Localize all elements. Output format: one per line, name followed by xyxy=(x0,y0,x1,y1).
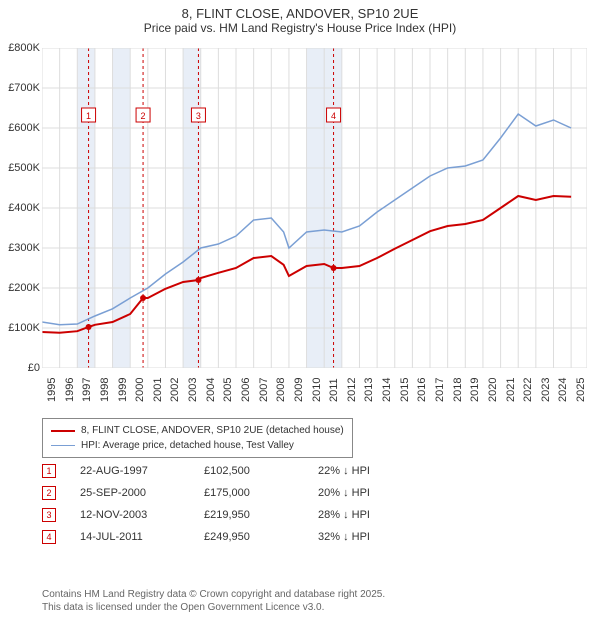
x-tick-label: 2013 xyxy=(363,378,375,402)
sale-row: 1 22-AUG-1997 £102,500 22% ↓ HPI xyxy=(42,460,408,482)
x-tick-label: 2007 xyxy=(258,378,270,402)
sale-date: 14-JUL-2011 xyxy=(80,531,180,543)
sale-price: £102,500 xyxy=(204,465,294,477)
x-tick-label: 2024 xyxy=(557,378,569,402)
x-tick-label: 2016 xyxy=(416,378,428,402)
svg-text:4: 4 xyxy=(331,111,336,121)
x-tick-label: 2004 xyxy=(205,378,217,402)
x-tick-label: 2009 xyxy=(293,378,305,402)
x-tick-label: 2003 xyxy=(187,378,199,402)
sale-marker-number: 1 xyxy=(42,464,56,478)
x-tick-label: 2012 xyxy=(346,378,358,402)
chart-svg: 1 2 3 4 xyxy=(42,48,587,368)
x-tick-label: 1996 xyxy=(64,378,76,402)
x-tick-label: 2001 xyxy=(152,378,164,402)
sale-hpi-delta: 28% ↓ HPI xyxy=(318,509,408,521)
y-tick-label: £600K xyxy=(0,122,40,134)
x-tick-label: 2020 xyxy=(487,378,499,402)
sale-marker-number: 3 xyxy=(42,508,56,522)
x-tick-label: 2000 xyxy=(134,378,146,402)
sale-price: £249,950 xyxy=(204,531,294,543)
x-tick-label: 2022 xyxy=(522,378,534,402)
sale-row: 2 25-SEP-2000 £175,000 20% ↓ HPI xyxy=(42,482,408,504)
y-tick-label: £400K xyxy=(0,202,40,214)
y-tick-label: £700K xyxy=(0,82,40,94)
x-tick-label: 2008 xyxy=(275,378,287,402)
sales-table: 1 22-AUG-1997 £102,500 22% ↓ HPI 2 25-SEP-200… xyxy=(42,460,408,548)
x-tick-label: 1998 xyxy=(99,378,111,402)
sale-marker-number: 2 xyxy=(42,486,56,500)
y-tick-label: £200K xyxy=(0,282,40,294)
sale-price: £219,950 xyxy=(204,509,294,521)
x-tick-label: 2002 xyxy=(169,378,181,402)
y-tick-label: £500K xyxy=(0,162,40,174)
footer-line2: This data is licensed under the Open Gov… xyxy=(42,601,385,614)
legend-swatch xyxy=(51,430,75,432)
sale-price: £175,000 xyxy=(204,487,294,499)
x-tick-label: 2011 xyxy=(328,378,340,402)
sale-hpi-delta: 32% ↓ HPI xyxy=(318,531,408,543)
legend-label: HPI: Average price, detached house, Test… xyxy=(81,438,294,453)
legend-label: 8, FLINT CLOSE, ANDOVER, SP10 2UE (detac… xyxy=(81,423,344,438)
x-tick-label: 1997 xyxy=(81,378,93,402)
svg-text:3: 3 xyxy=(196,111,201,121)
x-tick-label: 2017 xyxy=(434,378,446,402)
sale-row: 4 14-JUL-2011 £249,950 32% ↓ HPI xyxy=(42,526,408,548)
footer-line1: Contains HM Land Registry data © Crown c… xyxy=(42,588,385,601)
sale-row: 3 12-NOV-2003 £219,950 28% ↓ HPI xyxy=(42,504,408,526)
chart-plot-area: 1 2 3 4 xyxy=(42,48,587,368)
y-tick-label: £0 xyxy=(0,362,40,374)
x-tick-label: 2025 xyxy=(575,378,587,402)
y-tick-label: £100K xyxy=(0,322,40,334)
x-tick-label: 2018 xyxy=(452,378,464,402)
y-tick-label: £300K xyxy=(0,242,40,254)
svg-text:2: 2 xyxy=(141,111,146,121)
footer-attribution: Contains HM Land Registry data © Crown c… xyxy=(42,588,385,614)
legend-swatch xyxy=(51,445,75,447)
chart-subtitle: Price paid vs. HM Land Registry's House … xyxy=(0,21,600,35)
x-tick-label: 2015 xyxy=(399,378,411,402)
chart-title-block: 8, FLINT CLOSE, ANDOVER, SP10 2UE Price … xyxy=(0,0,600,37)
x-tick-label: 2005 xyxy=(222,378,234,402)
chart-legend: 8, FLINT CLOSE, ANDOVER, SP10 2UE (detac… xyxy=(42,418,353,458)
x-tick-label: 2010 xyxy=(311,378,323,402)
x-tick-label: 1995 xyxy=(46,378,58,402)
legend-item: 8, FLINT CLOSE, ANDOVER, SP10 2UE (detac… xyxy=(51,423,344,438)
sale-date: 22-AUG-1997 xyxy=(80,465,180,477)
x-axis-labels: 1995 1996 1997 1998 1999 2000 2001 2002 2003 2004… xyxy=(42,372,587,412)
sale-date: 12-NOV-2003 xyxy=(80,509,180,521)
sale-hpi-delta: 22% ↓ HPI xyxy=(318,465,408,477)
x-tick-label: 2019 xyxy=(469,378,481,402)
sale-hpi-delta: 20% ↓ HPI xyxy=(318,487,408,499)
svg-text:1: 1 xyxy=(86,111,91,121)
x-tick-label: 2006 xyxy=(240,378,252,402)
legend-item: HPI: Average price, detached house, Test… xyxy=(51,438,344,453)
y-tick-label: £800K xyxy=(0,42,40,54)
sale-date: 25-SEP-2000 xyxy=(80,487,180,499)
sale-marker-number: 4 xyxy=(42,530,56,544)
chart-title: 8, FLINT CLOSE, ANDOVER, SP10 2UE xyxy=(0,6,600,21)
x-tick-label: 1999 xyxy=(117,378,129,402)
x-tick-label: 2021 xyxy=(505,378,517,402)
x-tick-label: 2023 xyxy=(540,378,552,402)
x-tick-label: 2014 xyxy=(381,378,393,402)
